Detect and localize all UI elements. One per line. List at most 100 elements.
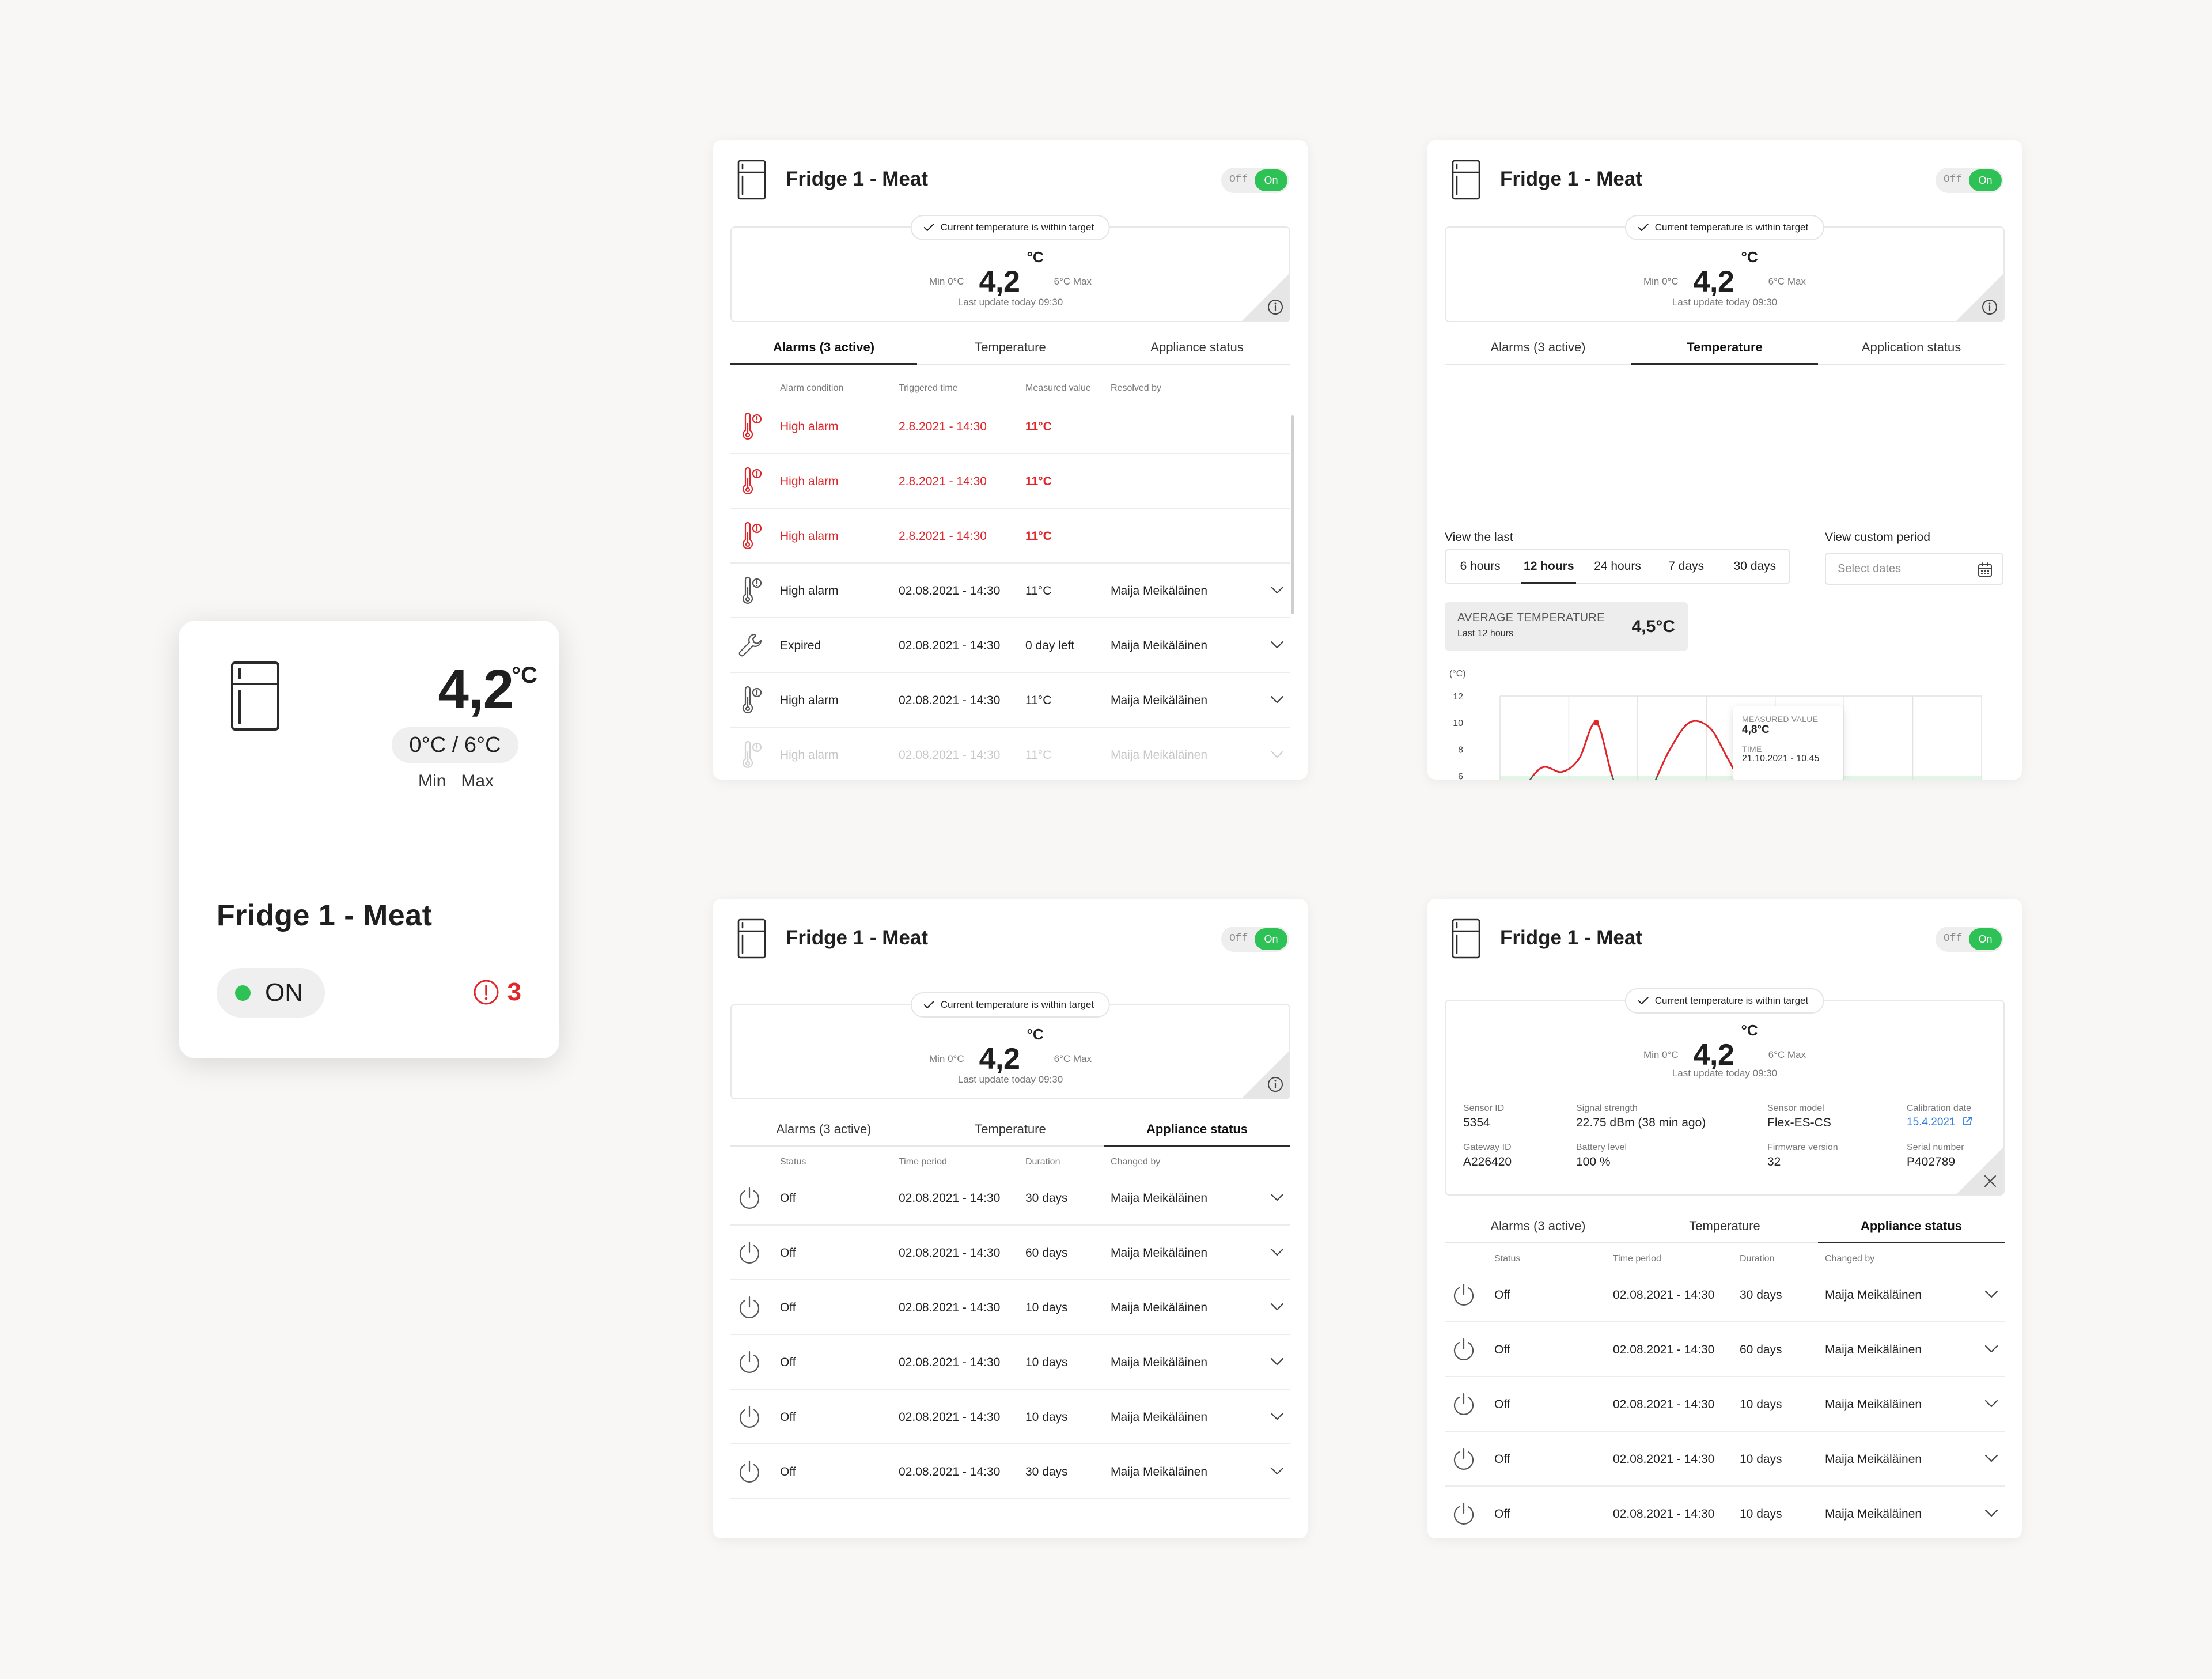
- power-toggle[interactable]: Off On: [1936, 168, 2003, 193]
- chevron-down-icon[interactable]: [1984, 1508, 1999, 1518]
- chevron-down-icon[interactable]: [1984, 1344, 1999, 1353]
- date-range-input[interactable]: Select dates: [1825, 553, 2003, 585]
- tab-temperature[interactable]: Temperature: [975, 340, 1046, 354]
- calibration-date-link[interactable]: 15.4.2021: [1907, 1116, 1972, 1129]
- table-header: Status Time period Duration Changed by: [730, 1157, 1290, 1174]
- tab-temperature[interactable]: Temperature: [975, 1122, 1046, 1136]
- status-value: Off: [1494, 1343, 1510, 1356]
- min-label: Min 0°C: [929, 1053, 964, 1064]
- table-row[interactable]: Off 02.08.2021 - 14:30 60 days Maija Meikäl…: [1445, 1322, 2005, 1377]
- status-pill: Current temperature is within target: [1624, 215, 1825, 240]
- temperature-chart[interactable]: (°C)0246810120.002.004.006.008.0010.0012…: [1441, 661, 2006, 780]
- period-option[interactable]: 6 hours: [1460, 559, 1501, 573]
- signal-strength: 22.75 dBm (38 min ago): [1576, 1116, 1706, 1129]
- changed-by: Maija Meikäläinen: [1825, 1288, 1922, 1302]
- panel-appliance-status: Fridge 1 - Meat Off On Current temperatu…: [713, 899, 1308, 1538]
- chevron-down-icon[interactable]: [1270, 1412, 1285, 1421]
- tile-fridge-name: Fridge 1 - Meat: [217, 899, 433, 932]
- table-row[interactable]: High alarm 2.8.2021 - 14:30 11°C: [730, 454, 1290, 509]
- table-row[interactable]: High alarm 2.8.2021 - 14:30 11°C: [730, 399, 1290, 454]
- tab-temperature[interactable]: Temperature: [1631, 332, 1818, 365]
- table-row[interactable]: Off 02.08.2021 - 14:30 10 days Maija Meikäl…: [730, 1390, 1290, 1444]
- power-toggle[interactable]: Off On: [1221, 168, 1289, 193]
- panel-title: Fridge 1 - Meat: [1500, 168, 1642, 190]
- status-pill: Current temperature is within target: [1624, 988, 1825, 1014]
- power-toggle[interactable]: Off On: [1221, 927, 1289, 952]
- info-icon[interactable]: [1267, 1076, 1283, 1092]
- tab-alarms[interactable]: Alarms (3 active): [1490, 1219, 1586, 1233]
- triggered-time: 2.8.2021 - 14:30: [899, 475, 987, 488]
- chevron-down-icon[interactable]: [1270, 695, 1285, 704]
- status-pill: Current temperature is within target: [910, 215, 1111, 240]
- tab-alarms[interactable]: Alarms (3 active): [776, 1122, 872, 1136]
- table-row[interactable]: Off 02.08.2021 - 14:30 10 days Maija Meikäl…: [1445, 1432, 2005, 1487]
- changed-by: Maija Meikäläinen: [1111, 1192, 1208, 1205]
- time-period: 02.08.2021 - 14:30: [899, 1246, 1001, 1260]
- table-row[interactable]: Off 02.08.2021 - 14:30 60 days Maija Meikäl…: [730, 1226, 1290, 1280]
- time-period: 02.08.2021 - 14:30: [899, 1465, 1001, 1478]
- tab-appliance-status[interactable]: Appliance status: [1104, 1114, 1290, 1147]
- power-icon: [737, 1241, 762, 1265]
- column-header: Resolved by: [1111, 383, 1162, 393]
- info-icon[interactable]: [1267, 299, 1283, 315]
- column-header: Changed by: [1825, 1254, 1875, 1264]
- chevron-down-icon[interactable]: [1270, 1193, 1285, 1202]
- column-header: Duration: [1025, 1157, 1060, 1167]
- tile-alert-count[interactable]: 3: [473, 978, 521, 1007]
- fridge-tile[interactable]: 4,2 °C 0°C / 6°C Min Max Fridge 1 - Meat …: [179, 621, 559, 1058]
- tab-appliance-status[interactable]: Appliance status: [1818, 1211, 2005, 1243]
- chevron-down-icon[interactable]: [1270, 1466, 1285, 1476]
- table-row[interactable]: Off 02.08.2021 - 14:30 30 days Maija Meikäl…: [730, 1171, 1290, 1226]
- period-option[interactable]: 24 hours: [1594, 559, 1641, 573]
- power-icon: [737, 1459, 762, 1484]
- table-row[interactable]: High alarm 02.08.2021 - 14:30 11°C Maija Me…: [730, 673, 1290, 728]
- table-row[interactable]: Off 02.08.2021 - 14:30 30 days Maija Meikäl…: [730, 1444, 1290, 1499]
- info-icon[interactable]: [1982, 299, 1998, 315]
- table-row[interactable]: High alarm 02.08.2021 - 14:30 11°C Maija Me…: [730, 728, 1290, 780]
- table-row[interactable]: Off 02.08.2021 - 14:30 10 days Maija Meikäl…: [730, 1335, 1290, 1390]
- chevron-down-icon[interactable]: [1984, 1454, 1999, 1463]
- chevron-down-icon[interactable]: [1984, 1289, 1999, 1299]
- chevron-down-icon[interactable]: [1270, 640, 1285, 649]
- scrollbar[interactable]: [1291, 415, 1294, 614]
- last-update: Last update today 09:30: [957, 297, 1063, 308]
- column-header: Time period: [899, 1157, 947, 1167]
- chevron-down-icon[interactable]: [1270, 1247, 1285, 1257]
- chevron-down-icon[interactable]: [1270, 1302, 1285, 1311]
- table-row[interactable]: Off 02.08.2021 - 14:30 30 days Maija Meikäl…: [1445, 1268, 2005, 1322]
- average-value: 4,5°C: [1631, 617, 1675, 636]
- chevron-down-icon[interactable]: [1270, 1357, 1285, 1366]
- triggered-time: 02.08.2021 - 14:30: [899, 584, 1001, 598]
- power-toggle[interactable]: Off On: [1936, 927, 2003, 952]
- table-row[interactable]: Off 02.08.2021 - 14:30 10 days Maija Meikäl…: [1445, 1377, 2005, 1432]
- close-icon[interactable]: [1983, 1174, 1998, 1189]
- table-row[interactable]: Expired 02.08.2021 - 14:30 0 day left Maija…: [730, 618, 1290, 673]
- chevron-down-icon[interactable]: [1270, 750, 1285, 759]
- panel-temperature: Fridge 1 - Meat Off On Current temperatu…: [1427, 140, 2022, 780]
- tab-alarms[interactable]: Alarms (3 active): [730, 332, 917, 365]
- measured-value: 11°C: [1025, 584, 1052, 598]
- tile-temperature-unit: °C: [512, 663, 537, 688]
- chevron-down-icon[interactable]: [1984, 1399, 1999, 1408]
- table-row[interactable]: Off 02.08.2021 - 14:30 10 days Maija Meikäl…: [1445, 1487, 2005, 1538]
- table-row[interactable]: Off 02.08.2021 - 14:30 10 days Maija Meikäl…: [730, 1280, 1290, 1335]
- triggered-time: 02.08.2021 - 14:30: [899, 694, 1001, 707]
- last-update: Last update today 09:30: [1672, 297, 1778, 308]
- period-option[interactable]: 7 days: [1668, 559, 1705, 573]
- table-row[interactable]: High alarm 02.08.2021 - 14:30 11°C Maija Me…: [730, 564, 1290, 618]
- gateway-label: Gateway ID: [1463, 1143, 1512, 1152]
- changed-by: Maija Meikäläinen: [1825, 1343, 1922, 1356]
- max-label: 6°C Max: [1054, 1053, 1092, 1064]
- wrench-icon: [737, 631, 766, 660]
- chevron-down-icon[interactable]: [1270, 585, 1285, 595]
- tab-appliance-status[interactable]: Appliance status: [1150, 340, 1244, 354]
- tab-alarms[interactable]: Alarms (3 active): [1490, 340, 1586, 354]
- tab-temperature[interactable]: Temperature: [1689, 1219, 1760, 1233]
- period-option[interactable]: 12 hours: [1514, 550, 1583, 584]
- power-icon: [1452, 1283, 1476, 1307]
- period-option[interactable]: 30 days: [1733, 559, 1777, 573]
- table-row[interactable]: High alarm 2.8.2021 - 14:30 11°C: [730, 509, 1290, 564]
- tab-application-status[interactable]: Application status: [1861, 340, 1961, 354]
- average-label: AVERAGE TEMPERATURE: [1457, 611, 1605, 624]
- triggered-time: 02.08.2021 - 14:30: [899, 748, 1001, 762]
